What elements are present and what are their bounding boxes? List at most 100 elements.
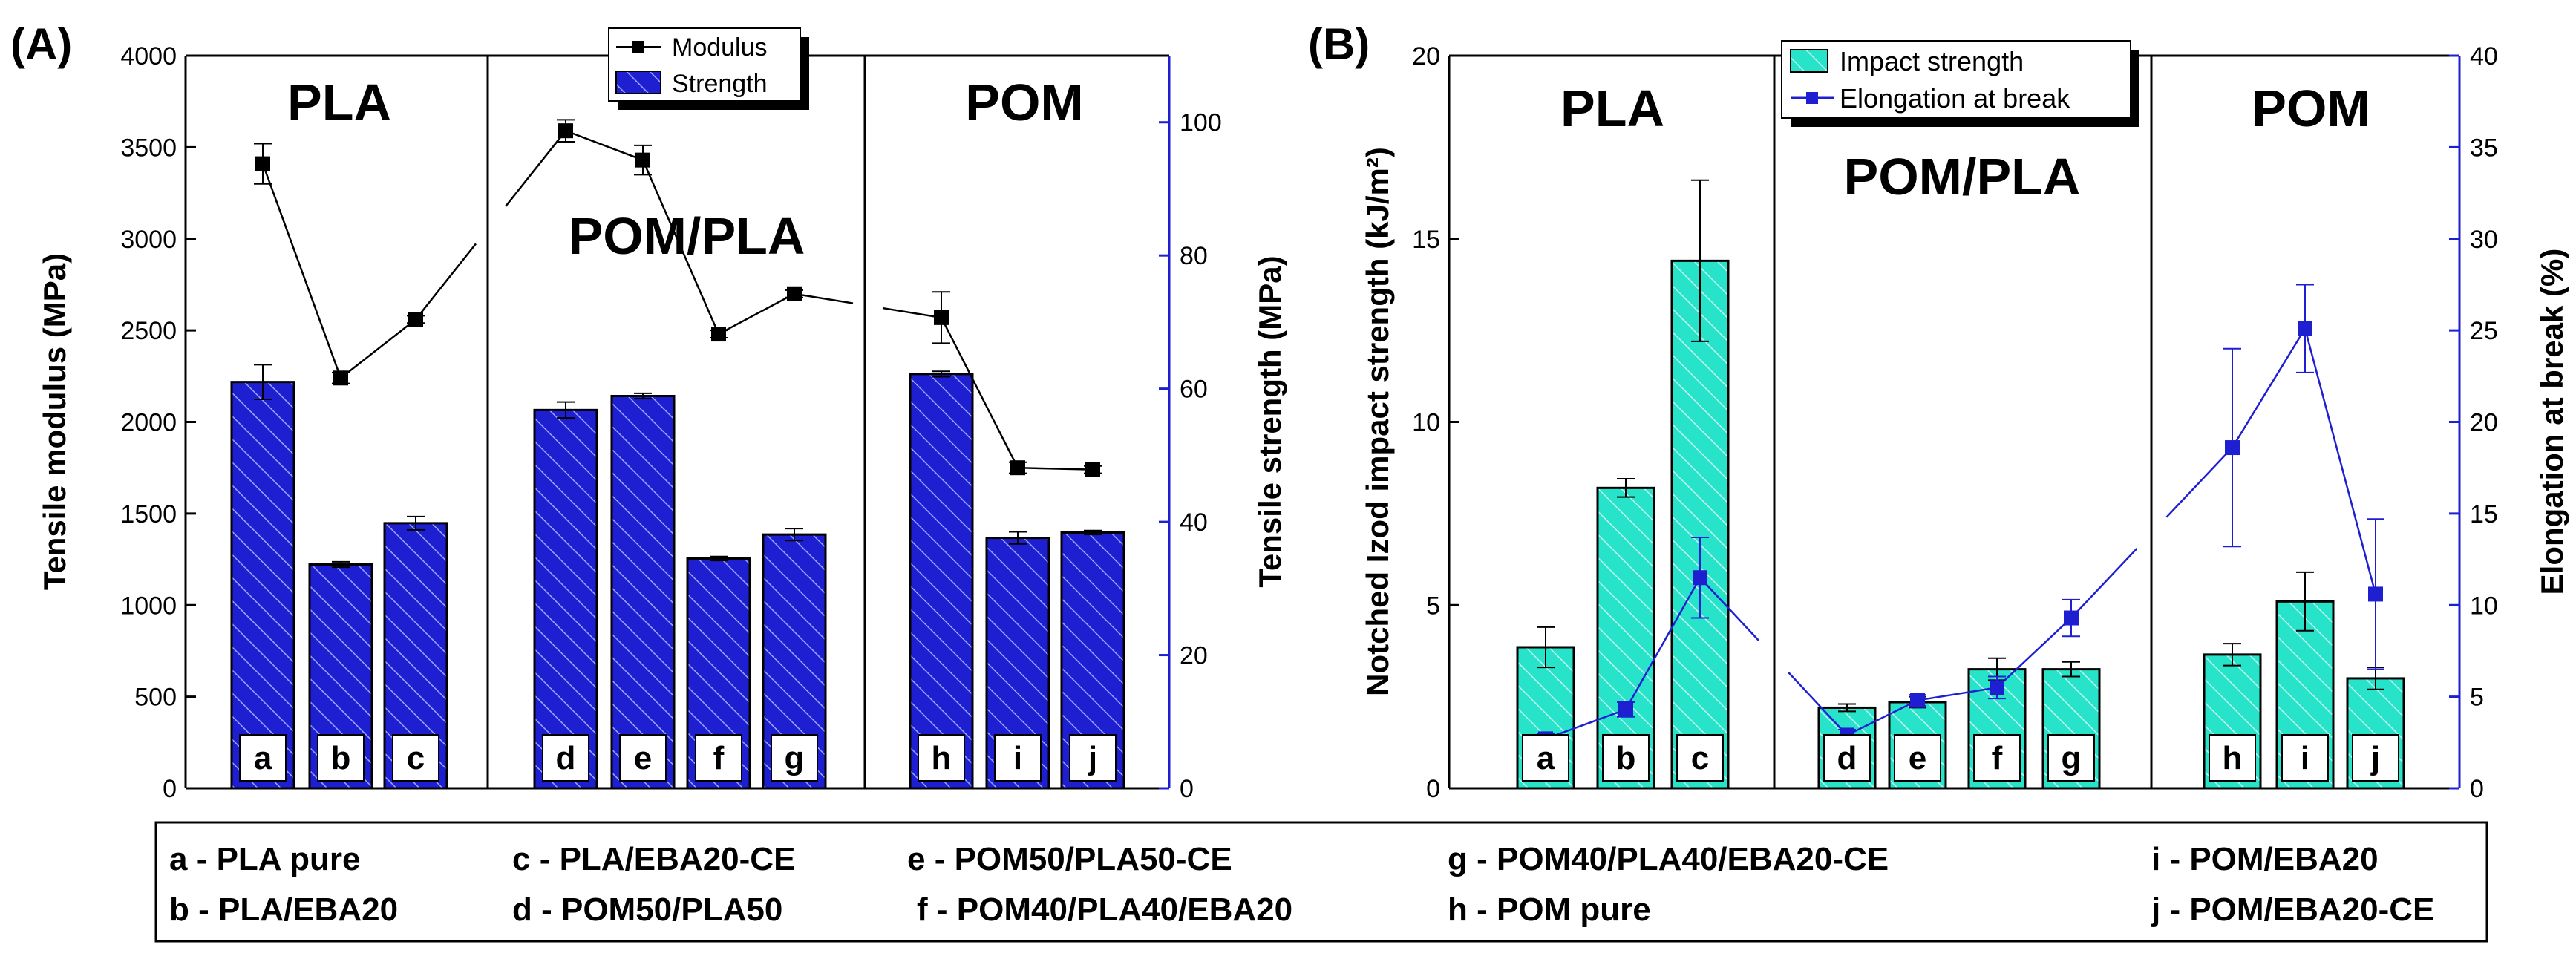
sample-legend-table: a - PLA pure b - PLA/EBA20 c - PLA/EBA20… bbox=[154, 821, 2488, 943]
panel-b-category-label-i: i bbox=[2301, 740, 2309, 776]
panel-b-right-tick-label-4: 20 bbox=[2470, 409, 2498, 437]
legend-entry-a: a - PLA pure bbox=[169, 841, 361, 877]
panel-a-label: (A) bbox=[10, 19, 72, 69]
legend-entry-d: d - POM50/PLA50 bbox=[512, 891, 782, 928]
panel-a-left-tick-label-3: 1500 bbox=[120, 500, 177, 528]
panel-a-category-label-a: a bbox=[254, 740, 272, 776]
panel-a-category-box-e bbox=[619, 734, 667, 782]
panel-a-left-tick-label-2: 1000 bbox=[120, 592, 177, 620]
panel-b-y-left-label: Notched Izod impact strength (kJ/m²) bbox=[1360, 147, 1395, 696]
panel-a-category-label-d: d bbox=[556, 740, 576, 776]
panel-a-left-ticks: 0 500 1000 1500 2000 2500 3000 3500 4000 bbox=[120, 42, 196, 803]
panel-a-category-label-e: e bbox=[634, 740, 652, 776]
panel-a-category-box-i bbox=[994, 734, 1042, 782]
panel-a-category-box-c bbox=[392, 734, 439, 782]
panel-b-left-tick-label-4: 20 bbox=[1412, 42, 1440, 71]
panel-b-category-box-j bbox=[2352, 734, 2399, 782]
panel-a-left-tick-label-5: 2500 bbox=[120, 317, 177, 345]
panel-a-category-box-h bbox=[918, 734, 965, 782]
legend-impact-label: Impact strength bbox=[1840, 46, 2024, 76]
panel-b-label: (B) bbox=[1308, 19, 1370, 69]
panel-b-category-label-j: j bbox=[2370, 740, 2380, 776]
legend-entry-e: e - POM50/PLA50-CE bbox=[907, 841, 1232, 877]
panel-a-right-tick-label-3: 60 bbox=[1180, 376, 1208, 404]
legend-modulus-marker-icon bbox=[632, 41, 644, 53]
panel-b-right-tick-label-3: 15 bbox=[2470, 500, 2498, 528]
panel-b-point-g bbox=[2064, 610, 2079, 626]
panel-a-y-left-label: Tensile modulus (MPa) bbox=[37, 253, 72, 590]
panel-b-category-box-e bbox=[1894, 734, 1941, 782]
legend-elongation-marker-icon bbox=[1806, 92, 1818, 104]
panel-b-left-tick-label-1: 5 bbox=[1426, 592, 1440, 620]
panel-a-category-box-f bbox=[695, 734, 742, 782]
legend-entry-i: i - POM/EBA20 bbox=[2151, 841, 2379, 877]
legend-entry-b: b - PLA/EBA20 bbox=[169, 891, 398, 928]
legend-strength-swatch-icon bbox=[615, 71, 661, 94]
panel-a-category-boxes: a b c d e f g h i j bbox=[239, 734, 1117, 782]
panel-a-left-tick-label-6: 3000 bbox=[120, 226, 177, 254]
panel-b-right-ticks: 0 5 10 15 20 25 30 35 40 bbox=[2449, 42, 2498, 803]
panel-b-category-box-b bbox=[1602, 734, 1650, 782]
panel-a-category-box-a bbox=[239, 734, 287, 782]
panel-a-left-tick-label-1: 500 bbox=[134, 684, 177, 712]
panel-a-bars bbox=[230, 364, 1125, 790]
panel-b-elongation-line bbox=[1537, 284, 2384, 747]
panel-a-category-label-f: f bbox=[713, 740, 725, 776]
panel-b-bar-c bbox=[1670, 259, 1730, 790]
panel-a-category-box-d bbox=[542, 734, 589, 782]
panel-a-point-b bbox=[333, 370, 348, 386]
panel-b-group-pompla: POM/PLA bbox=[1844, 148, 2081, 206]
panel-a-point-g bbox=[787, 286, 802, 301]
panel-a-left-tick-label-8: 4000 bbox=[120, 42, 177, 71]
panel-a-line-segment-2 bbox=[882, 307, 1094, 471]
panel-b-category-box-c bbox=[1676, 734, 1724, 782]
panel-a-modulus-line bbox=[254, 119, 1102, 477]
legend-impact-swatch-icon bbox=[1790, 49, 1828, 73]
legend-strength-label: Strength bbox=[672, 70, 768, 98]
panel-a-point-e bbox=[635, 152, 650, 168]
panel-a-category-label-i: i bbox=[1013, 740, 1022, 776]
panel-b-legend: Impact strength Elongation at break bbox=[1781, 40, 2139, 127]
panel-a-point-f bbox=[711, 327, 726, 342]
panel-b-category-label-h: h bbox=[2223, 740, 2243, 776]
panel-b-point-f bbox=[1990, 680, 2004, 695]
panel-b-line-segment-2 bbox=[2165, 326, 2377, 595]
panel-a: (A) 0 500 1000 1500 2000 2500 3000 3500 4000 0 20… bbox=[10, 19, 1287, 803]
panel-b: (B) 0 5 10 15 20 0 5 10 15 20 25 30 35 40 Notched Iz… bbox=[1308, 19, 2569, 803]
panel-b-category-box-i bbox=[2281, 734, 2329, 782]
panel-a-point-i bbox=[1010, 460, 1025, 476]
legend-entry-g: g - POM40/PLA40/EBA20-CE bbox=[1448, 841, 1889, 877]
legend-modulus-label: Modulus bbox=[672, 33, 768, 62]
panel-a-right-ticks: 0 20 40 60 80 100 bbox=[1159, 109, 1222, 803]
panel-a-left-tick-label-7: 3500 bbox=[120, 134, 177, 162]
panel-b-left-tick-label-2: 10 bbox=[1412, 409, 1440, 437]
panel-b-category-box-f bbox=[1973, 734, 2021, 782]
legend-entry-c: c - PLA/EBA20-CE bbox=[512, 841, 795, 877]
panel-b-right-tick-label-5: 25 bbox=[2470, 317, 2498, 345]
panel-a-line-segment-1 bbox=[505, 129, 854, 336]
panel-b-category-label-g: g bbox=[2062, 740, 2082, 776]
panel-a-point-c bbox=[408, 312, 423, 327]
panel-b-line-segment-0 bbox=[1545, 576, 1759, 740]
panel-a-category-label-c: c bbox=[407, 740, 425, 776]
panel-b-category-label-e: e bbox=[1909, 740, 1926, 776]
panel-b-right-tick-label-7: 35 bbox=[2470, 134, 2498, 162]
panel-a-left-tick-label-4: 2000 bbox=[120, 409, 177, 437]
panel-a-group-pla: PLA bbox=[287, 73, 391, 131]
legend-entry-f: f - POM40/PLA40/EBA20 bbox=[917, 891, 1292, 928]
panel-a-category-box-b bbox=[317, 734, 365, 782]
panel-a-category-label-h: h bbox=[932, 740, 952, 776]
panel-b-category-box-d bbox=[1823, 734, 1871, 782]
panel-b-point-b bbox=[1618, 701, 1633, 717]
panel-a-point-j bbox=[1085, 462, 1100, 477]
panel-a-category-label-g: g bbox=[785, 740, 805, 776]
panel-a-left-tick-label-0: 0 bbox=[163, 775, 177, 803]
panel-b-right-tick-label-1: 5 bbox=[2470, 684, 2484, 712]
panel-b-right-tick-label-8: 40 bbox=[2470, 42, 2498, 71]
panel-b-y-right-label: Elongation at break (%) bbox=[2534, 249, 2569, 595]
panel-a-right-tick-label-2: 40 bbox=[1180, 508, 1208, 537]
panel-a-category-box-g bbox=[771, 734, 818, 782]
panel-a-category-label-j: j bbox=[1088, 740, 1097, 776]
panel-a-right-tick-label-0: 0 bbox=[1180, 775, 1194, 803]
panel-b-category-label-b: b bbox=[1616, 740, 1636, 776]
